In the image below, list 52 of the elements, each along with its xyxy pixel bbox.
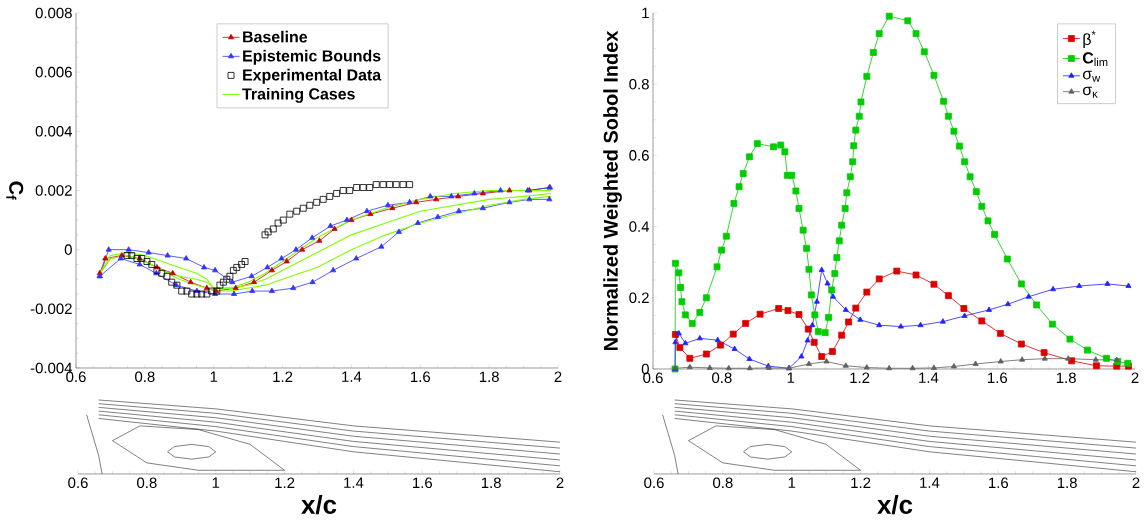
x-tick-label: 1.8 xyxy=(1056,372,1076,384)
y-tick-label: 0.008 xyxy=(35,7,72,19)
legend-label: Baseline xyxy=(243,30,308,43)
y-tick-label: 0.2 xyxy=(629,292,649,304)
x-tick-label: 1.8 xyxy=(479,371,499,383)
x-tick-label: 2 xyxy=(1132,477,1140,488)
x-axis-title: x/c xyxy=(877,494,913,515)
y-tick-label: 0.4 xyxy=(629,221,650,232)
x-tick-label: 1 xyxy=(212,477,220,488)
x-tick-label: 1.4 xyxy=(342,371,362,382)
x-tick-label: 1.4 xyxy=(920,477,940,488)
x-tick-label: 1.8 xyxy=(481,477,501,489)
x-tick-label: 0.8 xyxy=(135,371,155,383)
y-tick-label: 0.006 xyxy=(35,66,72,78)
legend-label: Experimental Data xyxy=(243,68,382,84)
x-tick-label: 1.2 xyxy=(273,371,293,382)
x-tick-label: 1.4 xyxy=(919,372,939,383)
y-tick-label: 0.6 xyxy=(629,150,649,161)
x-tick-label: 1.6 xyxy=(989,477,1009,489)
y-tick-label: 1 xyxy=(642,7,649,19)
x-tick-label: 1.2 xyxy=(275,477,295,488)
x-tick-label: 2 xyxy=(556,477,564,488)
legend-label: β$^{*}$ xyxy=(1083,30,1096,49)
x-tick-label: 1.4 xyxy=(344,477,364,488)
legend-label: σ$_{w}$ xyxy=(1082,70,1101,82)
x-tick-label: 1 xyxy=(210,371,218,382)
x-tick-label: 0.8 xyxy=(137,477,157,489)
x-tick-label: 1.2 xyxy=(850,372,870,383)
x-tick-label: 1.6 xyxy=(411,371,431,383)
y-axis-title: Normalized Weighted Sobol Index xyxy=(603,30,622,350)
y-tick-label: 0 xyxy=(64,244,72,255)
legend-label: C$_{lim}$ xyxy=(1082,52,1108,66)
x-axis-title: x/c xyxy=(301,494,337,515)
x-tick-label: 2 xyxy=(1131,372,1139,383)
x-tick-label: 0.6 xyxy=(68,477,88,489)
x-tick-label: 2 xyxy=(554,371,562,382)
legend-label: Training Cases xyxy=(242,87,355,103)
x-tick-label: 1.6 xyxy=(413,477,433,489)
legend-label: σ$_{κ}$ xyxy=(1082,86,1098,98)
x-tick-label: 0.8 xyxy=(713,477,733,489)
x-tick-label: 1.2 xyxy=(851,477,871,488)
y-axis-title: C$_{f}$ xyxy=(6,181,24,200)
x-tick-label: 1 xyxy=(788,477,796,488)
x-tick-label: 0.8 xyxy=(712,372,732,384)
x-tick-label: 1 xyxy=(787,372,795,383)
x-tick-label: 1.6 xyxy=(988,372,1008,384)
y-tick-label: -0.002 xyxy=(30,303,72,315)
y-tick-label: 0.002 xyxy=(35,185,72,196)
x-tick-label: 1.8 xyxy=(1057,477,1077,489)
legend-label: Epistemic Bounds xyxy=(243,49,381,65)
y-tick-label: 0.004 xyxy=(35,126,73,137)
y-tick-label: 0.8 xyxy=(629,78,649,90)
